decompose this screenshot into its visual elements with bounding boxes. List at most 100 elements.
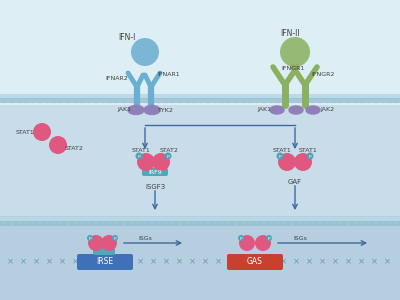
Circle shape	[45, 222, 49, 226]
Circle shape	[199, 222, 203, 226]
Circle shape	[227, 222, 231, 226]
Circle shape	[143, 99, 147, 103]
Circle shape	[269, 99, 273, 103]
Text: STAT1: STAT1	[16, 130, 34, 134]
Circle shape	[325, 222, 329, 226]
Circle shape	[52, 222, 56, 226]
Circle shape	[87, 222, 91, 226]
Circle shape	[213, 222, 217, 226]
Circle shape	[17, 99, 21, 103]
Circle shape	[294, 153, 312, 171]
Text: JAK1: JAK1	[257, 107, 271, 112]
Circle shape	[306, 152, 314, 160]
Circle shape	[136, 222, 140, 226]
Text: JAK2: JAK2	[320, 107, 334, 112]
Circle shape	[192, 99, 196, 103]
Circle shape	[49, 136, 67, 154]
Circle shape	[241, 222, 245, 226]
Text: p: p	[268, 236, 270, 240]
Circle shape	[157, 222, 161, 226]
Text: ×: ×	[358, 257, 364, 266]
Text: ×: ×	[318, 257, 326, 266]
Text: GAS: GAS	[247, 257, 263, 266]
Ellipse shape	[128, 106, 144, 115]
Bar	[0, 217, 400, 222]
Circle shape	[24, 99, 28, 103]
Circle shape	[332, 222, 336, 226]
Circle shape	[108, 99, 112, 103]
Circle shape	[213, 99, 217, 103]
Circle shape	[10, 222, 14, 226]
Text: p: p	[89, 236, 91, 240]
Circle shape	[360, 222, 364, 226]
Circle shape	[276, 99, 280, 103]
Text: ×: ×	[188, 257, 196, 266]
Circle shape	[129, 222, 133, 226]
Circle shape	[276, 152, 284, 160]
Text: ×: ×	[240, 257, 248, 266]
Circle shape	[24, 222, 28, 226]
Text: ×: ×	[98, 257, 104, 266]
Circle shape	[122, 99, 126, 103]
Circle shape	[332, 99, 336, 103]
Circle shape	[31, 99, 35, 103]
Text: ×: ×	[162, 257, 170, 266]
Circle shape	[255, 222, 259, 226]
Text: IFN-II: IFN-II	[280, 28, 300, 38]
Text: STAT1: STAT1	[273, 148, 291, 152]
FancyBboxPatch shape	[93, 248, 115, 255]
Bar	[0, 94, 400, 99]
Circle shape	[395, 99, 399, 103]
Circle shape	[248, 99, 252, 103]
Text: ×: ×	[202, 257, 208, 266]
Circle shape	[199, 99, 203, 103]
Circle shape	[45, 99, 49, 103]
Text: ×: ×	[332, 257, 338, 266]
Circle shape	[339, 99, 343, 103]
Circle shape	[94, 99, 98, 103]
Circle shape	[59, 99, 63, 103]
Bar	[0, 105, 400, 216]
Circle shape	[367, 99, 371, 103]
Text: ×: ×	[228, 257, 234, 266]
Circle shape	[395, 222, 399, 226]
Circle shape	[136, 99, 140, 103]
Circle shape	[108, 222, 112, 226]
Text: ×: ×	[84, 257, 92, 266]
Text: ×: ×	[32, 257, 40, 266]
Text: TYK2: TYK2	[158, 107, 174, 112]
Circle shape	[192, 222, 196, 226]
Circle shape	[185, 222, 189, 226]
Circle shape	[152, 153, 170, 171]
Circle shape	[297, 222, 301, 226]
Circle shape	[150, 99, 154, 103]
Circle shape	[73, 222, 77, 226]
Circle shape	[220, 222, 224, 226]
Text: ×: ×	[150, 257, 156, 266]
Text: IFNGR1: IFNGR1	[281, 65, 305, 70]
Circle shape	[297, 99, 301, 103]
Text: ×: ×	[20, 257, 26, 266]
Circle shape	[80, 99, 84, 103]
Text: ISGF3: ISGF3	[145, 184, 165, 190]
Circle shape	[87, 235, 93, 241]
Text: STAT1: STAT1	[299, 148, 317, 152]
Text: ×: ×	[254, 257, 260, 266]
Circle shape	[318, 99, 322, 103]
Circle shape	[248, 222, 252, 226]
Circle shape	[278, 153, 296, 171]
Text: ×: ×	[344, 257, 352, 266]
Circle shape	[238, 235, 244, 241]
Bar	[0, 221, 400, 226]
Text: ×: ×	[72, 257, 78, 266]
Circle shape	[346, 99, 350, 103]
Circle shape	[88, 235, 104, 251]
Circle shape	[115, 222, 119, 226]
Circle shape	[353, 99, 357, 103]
Text: ×: ×	[266, 257, 274, 266]
Circle shape	[10, 99, 14, 103]
Circle shape	[171, 222, 175, 226]
Text: ×: ×	[110, 257, 118, 266]
Text: STAT1: STAT1	[132, 148, 150, 152]
Circle shape	[101, 222, 105, 226]
